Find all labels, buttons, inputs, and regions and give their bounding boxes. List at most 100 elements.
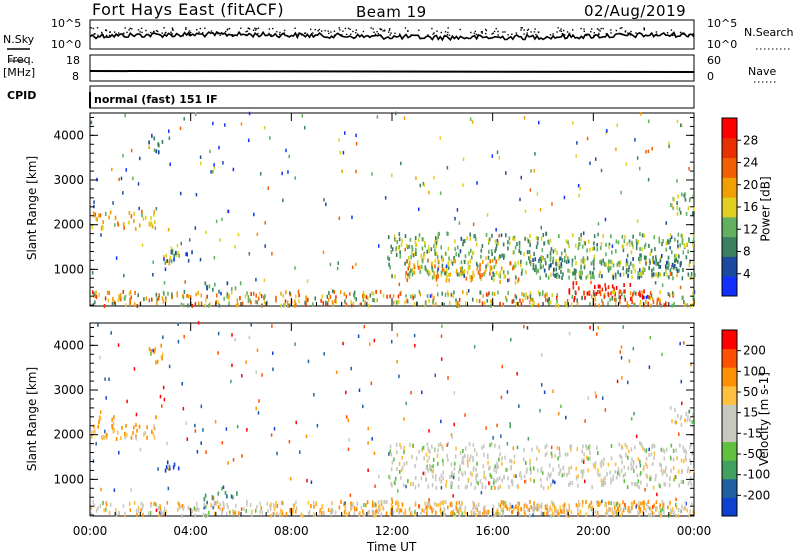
data-cell [512, 236, 514, 241]
data-cell [111, 417, 113, 422]
data-cell [693, 272, 696, 277]
noise-cell [210, 170, 212, 174]
data-cell [435, 240, 438, 245]
data-cell [674, 237, 676, 242]
near-range-cell [648, 295, 650, 300]
near-range-cell [518, 511, 521, 516]
near-range-cell [599, 501, 601, 506]
near-range-cell [618, 290, 620, 295]
data-cell [637, 479, 640, 484]
data-cell [585, 275, 588, 280]
data-cell [409, 237, 412, 242]
data-cell [682, 445, 685, 450]
near-range-cell [292, 509, 295, 514]
data-cell [491, 252, 493, 257]
data-cell [405, 243, 408, 248]
near-range-cell [554, 507, 556, 512]
near-range-cell [440, 500, 442, 505]
data-cell [399, 442, 401, 447]
noise-cell [527, 437, 530, 441]
near-range-cell [620, 513, 622, 518]
near-range-cell [259, 501, 261, 506]
data-cell [592, 290, 595, 295]
data-cell [494, 249, 497, 254]
data-cell [467, 461, 469, 466]
near-range-cell [490, 299, 493, 304]
noise-cell [618, 263, 621, 268]
near-range-cell [226, 292, 229, 297]
data-cell [583, 452, 585, 457]
near-range-cell [455, 301, 457, 306]
near-range-cell [269, 503, 271, 508]
noise-cell [336, 266, 339, 271]
data-cell [425, 466, 428, 471]
data-cell [556, 251, 558, 256]
data-cell [582, 444, 584, 449]
data-cell [508, 277, 511, 282]
data-cell [667, 265, 669, 270]
data-cell [540, 466, 543, 471]
data-cell [564, 452, 567, 457]
noise-cell [558, 411, 560, 416]
noise-cell [568, 331, 571, 336]
noise-cell [295, 420, 297, 425]
near-range-cell [392, 294, 395, 299]
data-cell [605, 242, 607, 247]
near-range-cell [124, 511, 126, 516]
data-cell [425, 267, 428, 272]
near-range-cell [206, 294, 208, 299]
noise-cell [676, 119, 679, 124]
noise-cell [560, 404, 562, 409]
near-range-cell [536, 503, 538, 508]
noise-cell [498, 234, 500, 238]
near-range-cell [490, 303, 492, 308]
data-cell [520, 475, 523, 480]
near-range-cell [187, 505, 190, 510]
data-cell [681, 233, 684, 238]
data-cell [424, 243, 426, 248]
near-range-cell [236, 298, 239, 303]
near-range-cell [494, 512, 497, 517]
data-cell [648, 453, 650, 458]
data-cell [600, 259, 602, 264]
data-cell [419, 265, 422, 270]
nsearch-point [610, 29, 612, 31]
noise-cell [199, 257, 202, 262]
near-range-cell [186, 293, 188, 298]
near-range-cell [163, 506, 166, 511]
beam-label: Beam 19 [356, 3, 427, 21]
nsearch-point [303, 32, 306, 35]
data-cell [552, 256, 555, 261]
nsearch-point [141, 31, 143, 34]
noise-cell [110, 331, 112, 335]
nsearch-point [481, 32, 483, 34]
nsearch-point [557, 27, 559, 29]
near-range-cell [282, 501, 284, 506]
data-cell [594, 461, 597, 466]
noise-cell [331, 289, 334, 293]
near-range-cell [445, 500, 447, 505]
data-cell [391, 500, 394, 505]
near-range-cell [554, 303, 557, 308]
nsearch-point [240, 27, 242, 29]
near-range-cell [165, 298, 167, 303]
near-range-cell [432, 299, 434, 304]
near-range-cell [455, 505, 457, 510]
data-cell [153, 424, 155, 429]
near-range-cell [686, 508, 688, 513]
near-range-cell [656, 506, 658, 511]
data-cell [134, 226, 137, 231]
near-range-cell [533, 301, 535, 306]
near-range-cell [669, 500, 671, 505]
noise-cell [551, 507, 553, 512]
data-cell [593, 266, 595, 271]
data-cell [677, 194, 679, 199]
data-cell [472, 457, 474, 462]
near-range-cell [497, 290, 499, 295]
near-range-cell [350, 303, 353, 308]
data-cell [687, 481, 690, 486]
data-cell [590, 500, 593, 505]
near-range-cell [452, 293, 454, 298]
near-range-cell [158, 512, 160, 517]
